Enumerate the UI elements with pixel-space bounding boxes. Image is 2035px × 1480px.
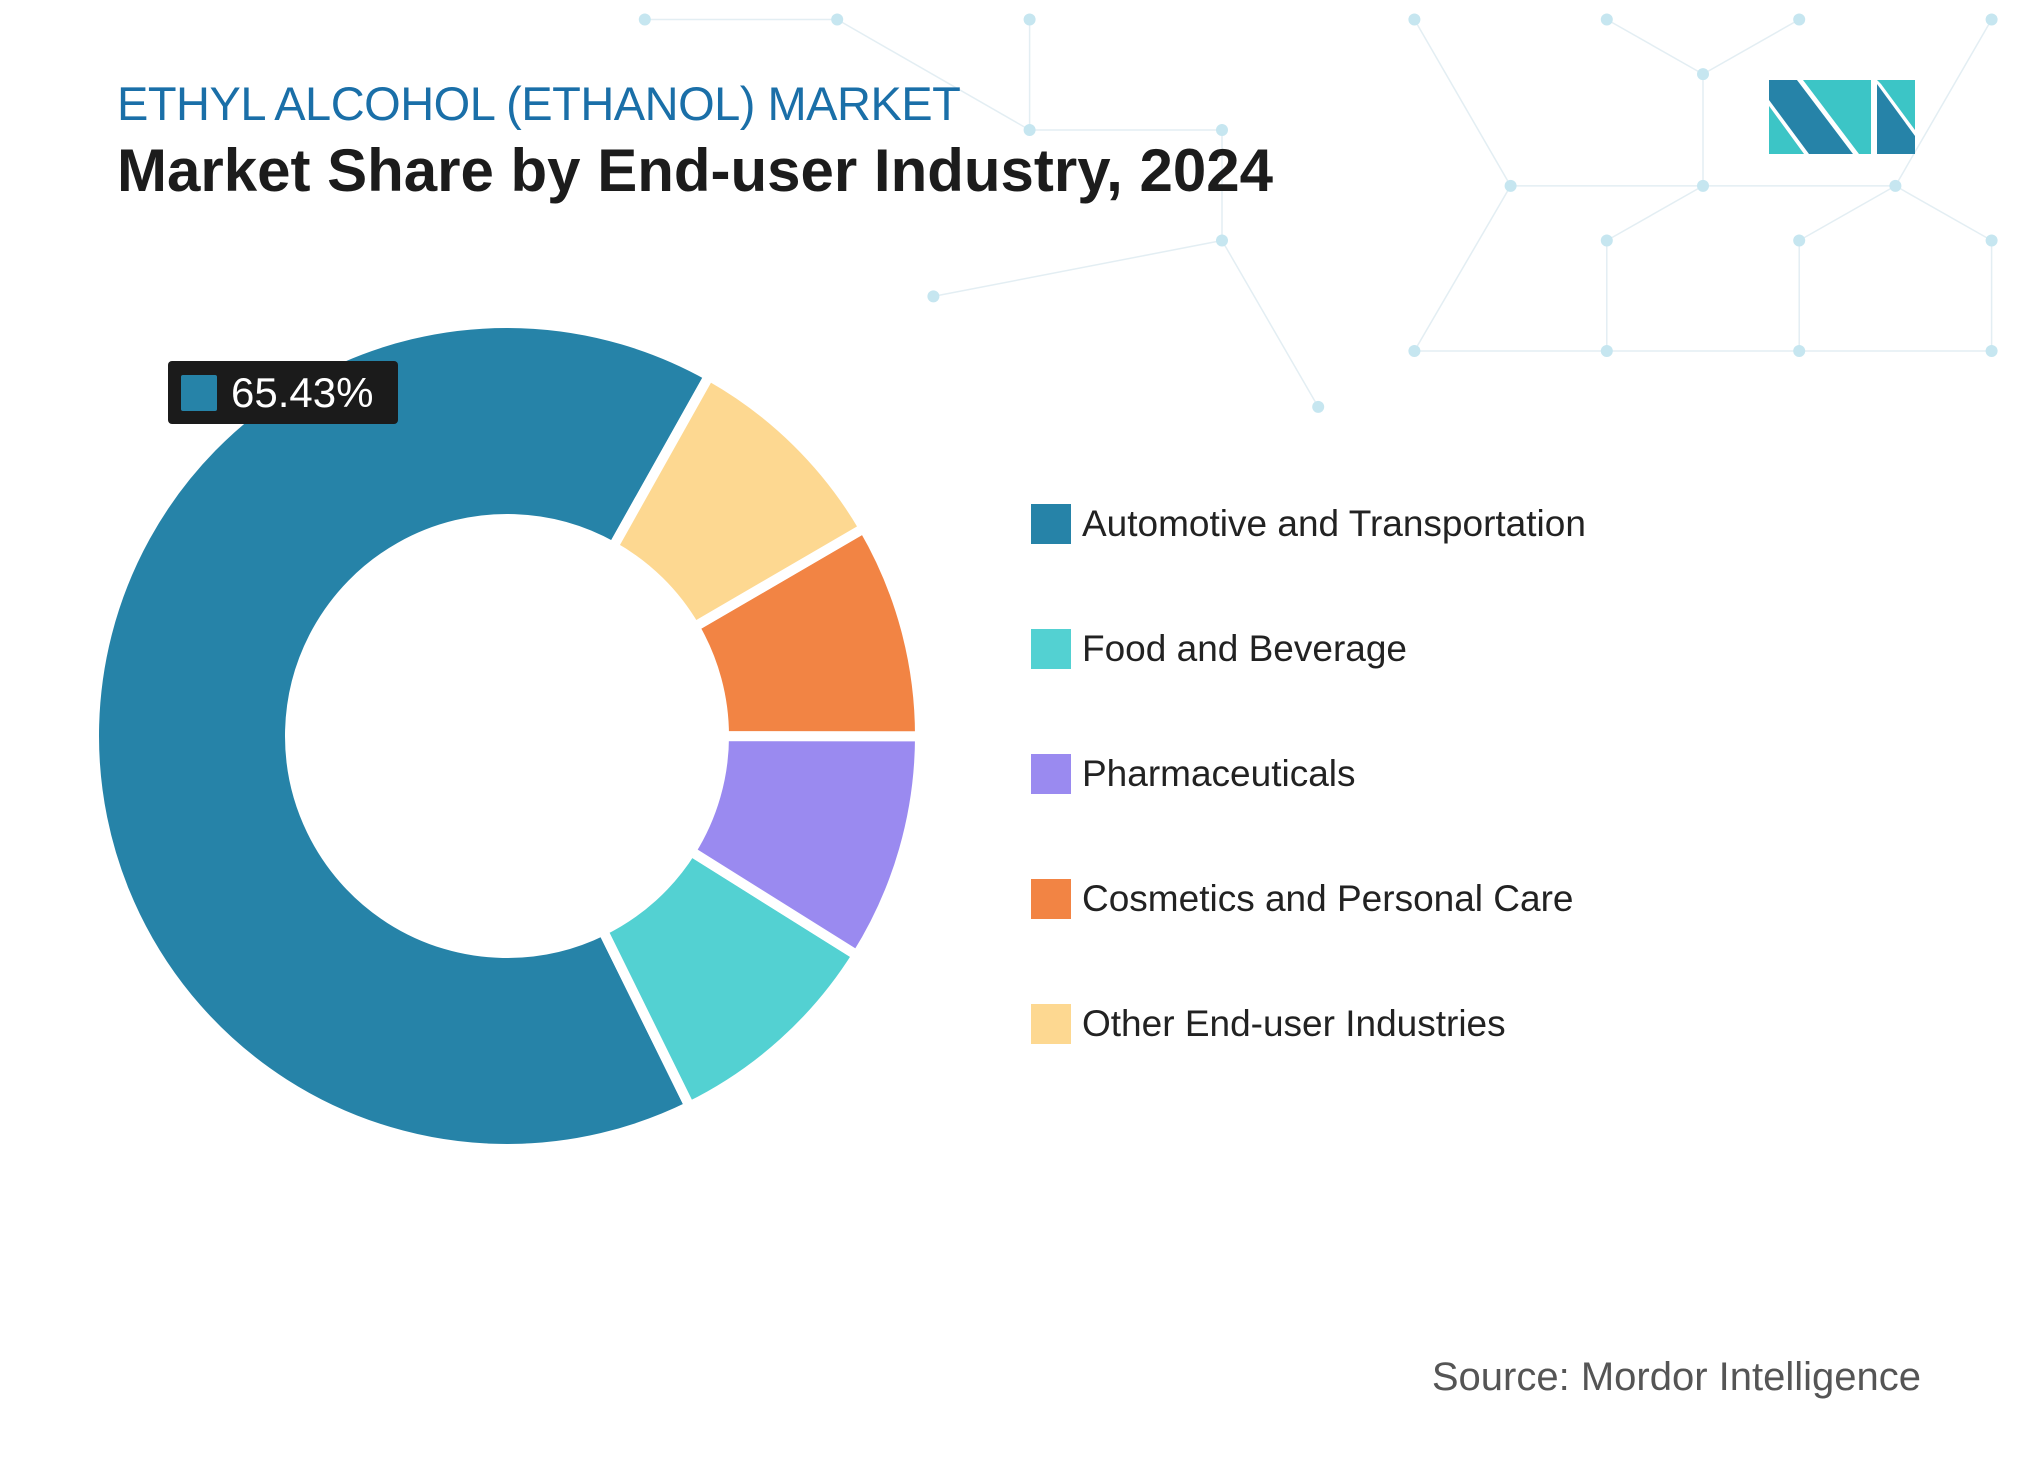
network-dot bbox=[1408, 345, 1421, 357]
donut-slice-pharmaceuticals bbox=[683, 731, 926, 963]
network-dot bbox=[1985, 234, 1998, 247]
chart-legend: Automotive and Transportation Food and B… bbox=[1031, 503, 1586, 1129]
network-line bbox=[1702, 18, 1800, 75]
legend-swatch bbox=[1031, 504, 1071, 544]
network-line bbox=[1895, 185, 1992, 242]
network-dot bbox=[831, 13, 844, 26]
network-dot bbox=[1793, 234, 1806, 247]
network-dot bbox=[1023, 124, 1036, 136]
legend-label: Other End-user Industries bbox=[1082, 1003, 1506, 1044]
network-dot bbox=[1216, 234, 1228, 247]
network-dot bbox=[1600, 13, 1613, 26]
legend-label: Pharmaceuticals bbox=[1082, 753, 1356, 794]
network-line bbox=[1413, 185, 1512, 352]
donut-slice-food-and-beverage bbox=[596, 844, 864, 1114]
data-label-value: 65.43% bbox=[231, 368, 374, 416]
network-dot bbox=[1697, 68, 1709, 81]
network-line bbox=[1221, 240, 1319, 408]
network-dot bbox=[1600, 345, 1613, 357]
network-dot bbox=[1504, 179, 1517, 192]
legend-item-other: Other End-user Industries bbox=[1031, 1003, 1586, 1044]
legend-item-food: Food and Beverage bbox=[1031, 628, 1586, 669]
network-dot bbox=[1985, 345, 1998, 357]
legend-swatch bbox=[1031, 629, 1071, 669]
network-dot bbox=[638, 13, 651, 26]
network-dot bbox=[1408, 13, 1421, 26]
legend-label: Automotive and Transportation bbox=[1082, 503, 1586, 544]
donut-slice-cosmetics-and-personal-care bbox=[687, 521, 926, 742]
network-line bbox=[933, 239, 1223, 298]
legend-item-automotive: Automotive and Transportation bbox=[1031, 503, 1586, 544]
mordor-intelligence-logo bbox=[1769, 80, 1915, 154]
network-line bbox=[1413, 19, 1512, 187]
network-dot bbox=[1985, 13, 1998, 26]
background-network-pattern bbox=[638, 13, 1998, 413]
legend-swatch bbox=[1031, 879, 1071, 919]
data-label-swatch bbox=[181, 374, 217, 411]
network-dot bbox=[1793, 345, 1806, 357]
network-dot bbox=[1889, 179, 1902, 192]
network-line bbox=[836, 18, 1030, 131]
network-dot bbox=[1600, 234, 1613, 247]
network-line bbox=[1606, 185, 1704, 242]
donut-slice-other-end-user-industries bbox=[606, 369, 871, 634]
legend-swatch bbox=[1031, 1004, 1071, 1044]
chart-subtitle: ETHYL ALCOHOL (ETHANOL) MARKET bbox=[117, 77, 961, 130]
donut-chart bbox=[89, 318, 926, 1154]
source-note: Source: Mordor Intelligence bbox=[1431, 1355, 1921, 1399]
legend-item-pharma: Pharmaceuticals bbox=[1031, 753, 1586, 794]
legend-item-cosmetics: Cosmetics and Personal Care bbox=[1031, 878, 1586, 919]
network-dot bbox=[1312, 400, 1325, 413]
network-line bbox=[1798, 185, 1896, 242]
network-dot bbox=[927, 290, 940, 303]
legend-label: Cosmetics and Personal Care bbox=[1082, 878, 1574, 919]
donut-slice-automotive-and-transportation bbox=[89, 318, 716, 1154]
network-line bbox=[1894, 19, 1993, 187]
network-dot bbox=[1216, 124, 1228, 136]
network-line bbox=[1606, 18, 1704, 75]
legend-label: Food and Beverage bbox=[1082, 628, 1408, 669]
chart-title: Market Share by End-user Industry, 2024 bbox=[117, 137, 1273, 204]
network-dot bbox=[1023, 13, 1036, 26]
network-dot bbox=[1793, 13, 1806, 26]
network-dot bbox=[1697, 179, 1709, 192]
data-label-automotive: 65.43% bbox=[168, 361, 398, 424]
legend-swatch bbox=[1031, 754, 1071, 794]
